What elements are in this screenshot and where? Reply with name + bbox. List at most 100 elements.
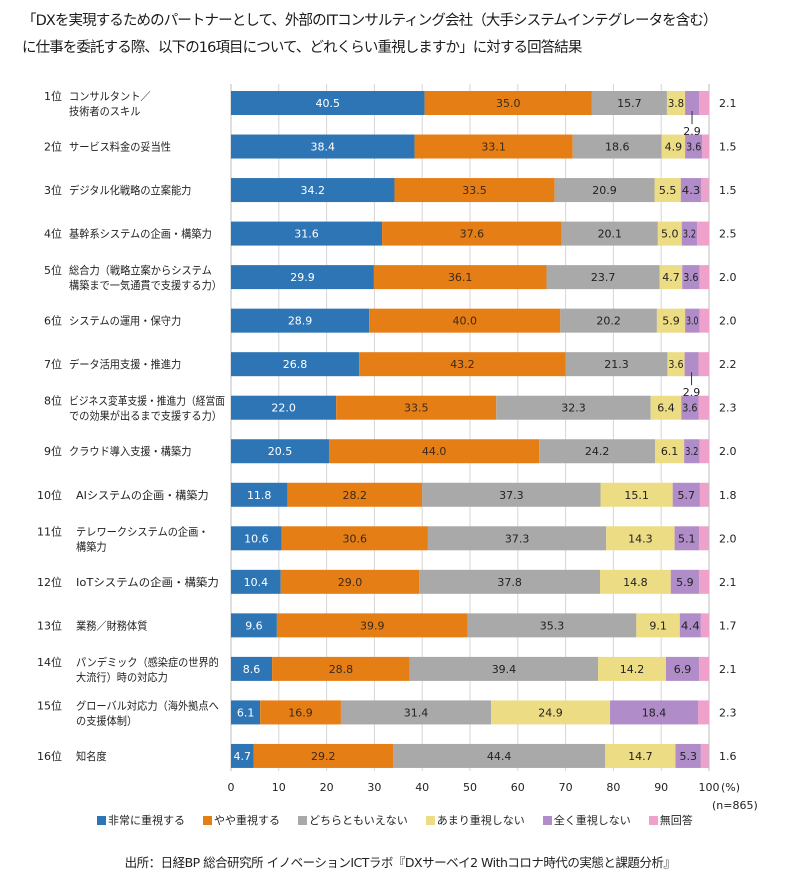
data-label: 20.2: [596, 315, 621, 328]
data-label: 29.2: [311, 750, 336, 763]
bar-segment: [698, 91, 709, 115]
category-label: サービス料金の妥当性: [69, 140, 171, 154]
x-tick-label: 0: [228, 781, 235, 794]
data-label: 44.0: [422, 445, 447, 458]
data-label: 1.5: [719, 141, 737, 154]
bar-segment: [280, 569, 420, 594]
data-label: 2.1: [719, 97, 737, 110]
category-label: 総合力（戦略立案からシステム: [69, 263, 212, 277]
data-label: 21.3: [604, 358, 629, 371]
data-label: 3.6: [682, 402, 697, 415]
bar-segment: [700, 743, 709, 768]
category-label: 大流行）時の対応力: [76, 670, 168, 684]
data-label: 5.9: [676, 576, 694, 589]
data-label: 39.9: [360, 619, 385, 632]
bar-segment: [491, 700, 611, 725]
legend-item: どちらともいえない: [298, 812, 408, 828]
bar-segment: [328, 439, 540, 464]
data-label: 5.9: [662, 315, 680, 328]
data-label: 1.6: [719, 750, 737, 763]
bar-segment: [427, 526, 607, 551]
x-tick-label: 60: [511, 781, 525, 794]
bar-segment: [654, 439, 685, 464]
data-label: 33.5: [404, 402, 429, 415]
data-label: 26.8: [283, 358, 308, 371]
data-label: 20.5: [268, 445, 293, 458]
bar-segment: [231, 439, 329, 464]
legend-swatch: [203, 815, 212, 825]
data-label: 4.4: [681, 619, 700, 632]
data-label: 18.4: [642, 706, 667, 719]
bar-segment: [539, 439, 655, 464]
category-rank: 9位: [44, 444, 62, 458]
x-tick-label: 100: [699, 781, 720, 794]
data-label: 24.9: [538, 706, 563, 719]
bar-segment: [666, 91, 686, 115]
category-rank: 14位: [37, 655, 62, 669]
legend-swatch: [425, 815, 435, 825]
data-label: 14.7: [628, 750, 653, 763]
bar-segment: [281, 526, 428, 551]
bar-segment: [698, 656, 709, 681]
data-label: 2.1: [719, 663, 737, 676]
bar-segment: [231, 569, 281, 594]
bar-segment: [554, 178, 655, 203]
bar-segment: [606, 526, 675, 551]
x-tick-label: 70: [559, 781, 573, 794]
data-label: 5.0: [661, 228, 679, 241]
bar-segment: [231, 526, 282, 551]
data-label: 14.2: [620, 663, 645, 676]
legend-item: 全く重視しない: [542, 812, 631, 828]
data-label: 28.8: [329, 663, 354, 676]
category-label: テレワークシステムの企画・: [76, 524, 209, 538]
legend-item: やや重視する: [203, 812, 280, 828]
x-tick-label: 80: [606, 781, 620, 794]
legend-swatch: [542, 815, 552, 825]
data-label: 35.0: [496, 97, 521, 110]
bar-segment: [231, 743, 254, 768]
legend-item: あまり重視しない: [425, 812, 525, 828]
data-label: 30.6: [343, 532, 368, 545]
category-label: 基幹系システムの企画・構築力: [69, 227, 212, 241]
category-label: IoTシステムの企画・構築力: [76, 575, 219, 589]
data-label: 15.7: [617, 97, 642, 110]
x-tick-label: 90: [654, 781, 668, 794]
data-label: 3.2: [685, 445, 698, 458]
category-rank: 15位: [37, 698, 62, 712]
legend-label: 全く重視しない: [553, 814, 631, 827]
data-label: 2.9: [683, 386, 701, 399]
x-tick-label: 10: [272, 781, 286, 794]
bar-segment: [572, 134, 662, 159]
bar-segment: [680, 178, 702, 203]
bar-segment: [231, 91, 425, 115]
bar-segment: [610, 700, 699, 725]
x-tick-label: 20: [320, 781, 334, 794]
data-label: 1.8: [719, 489, 737, 502]
bar-segment: [414, 134, 573, 159]
bar-segment: [231, 265, 374, 290]
legend-item: 無回答: [648, 812, 693, 828]
bar-segment: [654, 178, 681, 203]
bar-segment: [231, 395, 337, 420]
data-label: 5.1: [678, 532, 696, 545]
bar-segment: [394, 178, 555, 203]
chart-title-line-2: に仕事を委託する際、以下の16項目について、どれくらい重視しますか」に対する回答…: [22, 40, 582, 56]
bar-segment: [699, 308, 709, 333]
legend-label: あまり重視しない: [436, 814, 525, 827]
bar-segment: [422, 482, 601, 507]
category-label: ビジネス変革支援・推進力（経営面: [69, 394, 225, 408]
category-label: 技術者のスキル: [69, 105, 140, 118]
bar-segment: [681, 395, 699, 420]
bar-segment: [340, 700, 492, 725]
data-label: 31.4: [404, 706, 429, 719]
category-rank: 6位: [44, 314, 62, 328]
bar-segment: [672, 482, 700, 507]
bar-segment: [231, 613, 277, 638]
data-label: 37.3: [499, 489, 524, 502]
category-rank: 12位: [37, 575, 62, 589]
data-label: 37.8: [497, 576, 522, 589]
data-label: 3.6: [668, 358, 683, 371]
bar-segment: [670, 569, 699, 594]
data-label: 28.9: [288, 315, 313, 328]
